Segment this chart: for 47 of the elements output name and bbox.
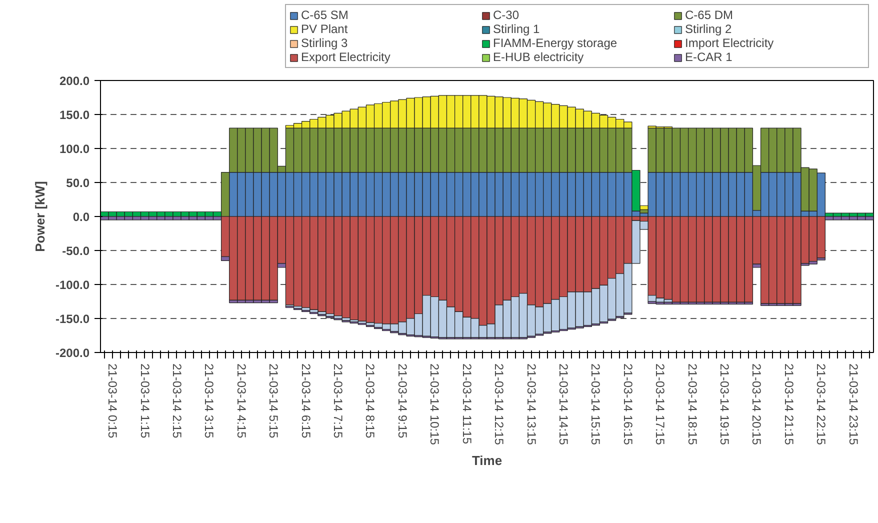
x-tick-label: 21-03-14 16:15 (620, 364, 635, 446)
x-tick-label: 21-03-14 6:15 (298, 364, 313, 439)
legend-label: Import Electricity (685, 36, 775, 50)
legend-label: C-65 DM (685, 8, 734, 22)
x-tick-label: 21-03-14 5:15 (266, 364, 281, 439)
y-tick-label: -200.0 (55, 346, 90, 360)
y-tick-label: 100.0 (59, 142, 90, 156)
x-tick-label: 21-03-14 1:15 (138, 364, 152, 439)
legend-label: Stirling 2 (685, 22, 733, 36)
y-tick-label: -50.0 (62, 244, 90, 258)
x-tick-label: 21-03-14 8:15 (363, 364, 378, 439)
x-tick-label: 21-03-14 15:15 (588, 364, 603, 446)
y-tick-label: 150.0 (59, 108, 90, 122)
x-tick-label: 21-03-14 7:15 (331, 364, 346, 439)
legend-label: FIAMM-Energy storage (493, 36, 618, 50)
y-tick-label: 0.0 (72, 210, 90, 224)
legend-label: Stirling 3 (301, 36, 349, 50)
x-tick-label: 21-03-14 2:15 (170, 364, 184, 439)
x-tick-label: 21-03-14 20:15 (750, 364, 764, 446)
x-tick-label: 21-03-14 19:15 (718, 364, 732, 446)
x-tick-label: 21-03-14 0:15 (106, 364, 120, 439)
x-tick-label: 21-03-14 22:15 (814, 364, 828, 446)
legend-label: PV Plant (301, 22, 349, 36)
x-tick-label: 21-03-14 4:15 (234, 364, 248, 439)
x-tick-label: 21-03-14 13:15 (524, 364, 538, 446)
x-tick-label: 21-03-14 21:15 (782, 364, 796, 446)
x-tick-label: 21-03-14 10:15 (428, 364, 442, 446)
x-tick-label: 21-03-14 14:15 (556, 364, 570, 446)
x-tick-label: 21-03-14 9:15 (395, 364, 410, 439)
legend-label: Stirling 1 (493, 22, 541, 36)
y-tick-label: 200.0 (59, 74, 90, 88)
legend-label: Export Electricity (301, 50, 392, 64)
y-axis-title: Power [kW] (32, 181, 48, 252)
x-tick-label: 21-03-14 17:15 (653, 364, 668, 446)
legend-label: C-30 (493, 8, 520, 22)
legend-label: C-65 SM (301, 8, 350, 22)
x-tick-label: 21-03-14 18:15 (685, 364, 700, 446)
x-tick-label: 21-03-14 3:15 (202, 364, 216, 439)
y-tick-label: -150.0 (55, 312, 90, 326)
legend-label: E-HUB electricity (493, 50, 585, 64)
y-tick-label: 50.0 (66, 176, 90, 190)
y-tick-label: -100.0 (55, 278, 90, 292)
x-axis-title: Time (472, 452, 502, 468)
x-tick-label: 21-03-14 12:15 (492, 364, 506, 446)
legend-label: E-CAR 1 (685, 50, 734, 64)
x-tick-label: 21-03-14 23:15 (846, 364, 860, 446)
x-tick-label: 21-03-14 11:15 (460, 364, 474, 444)
